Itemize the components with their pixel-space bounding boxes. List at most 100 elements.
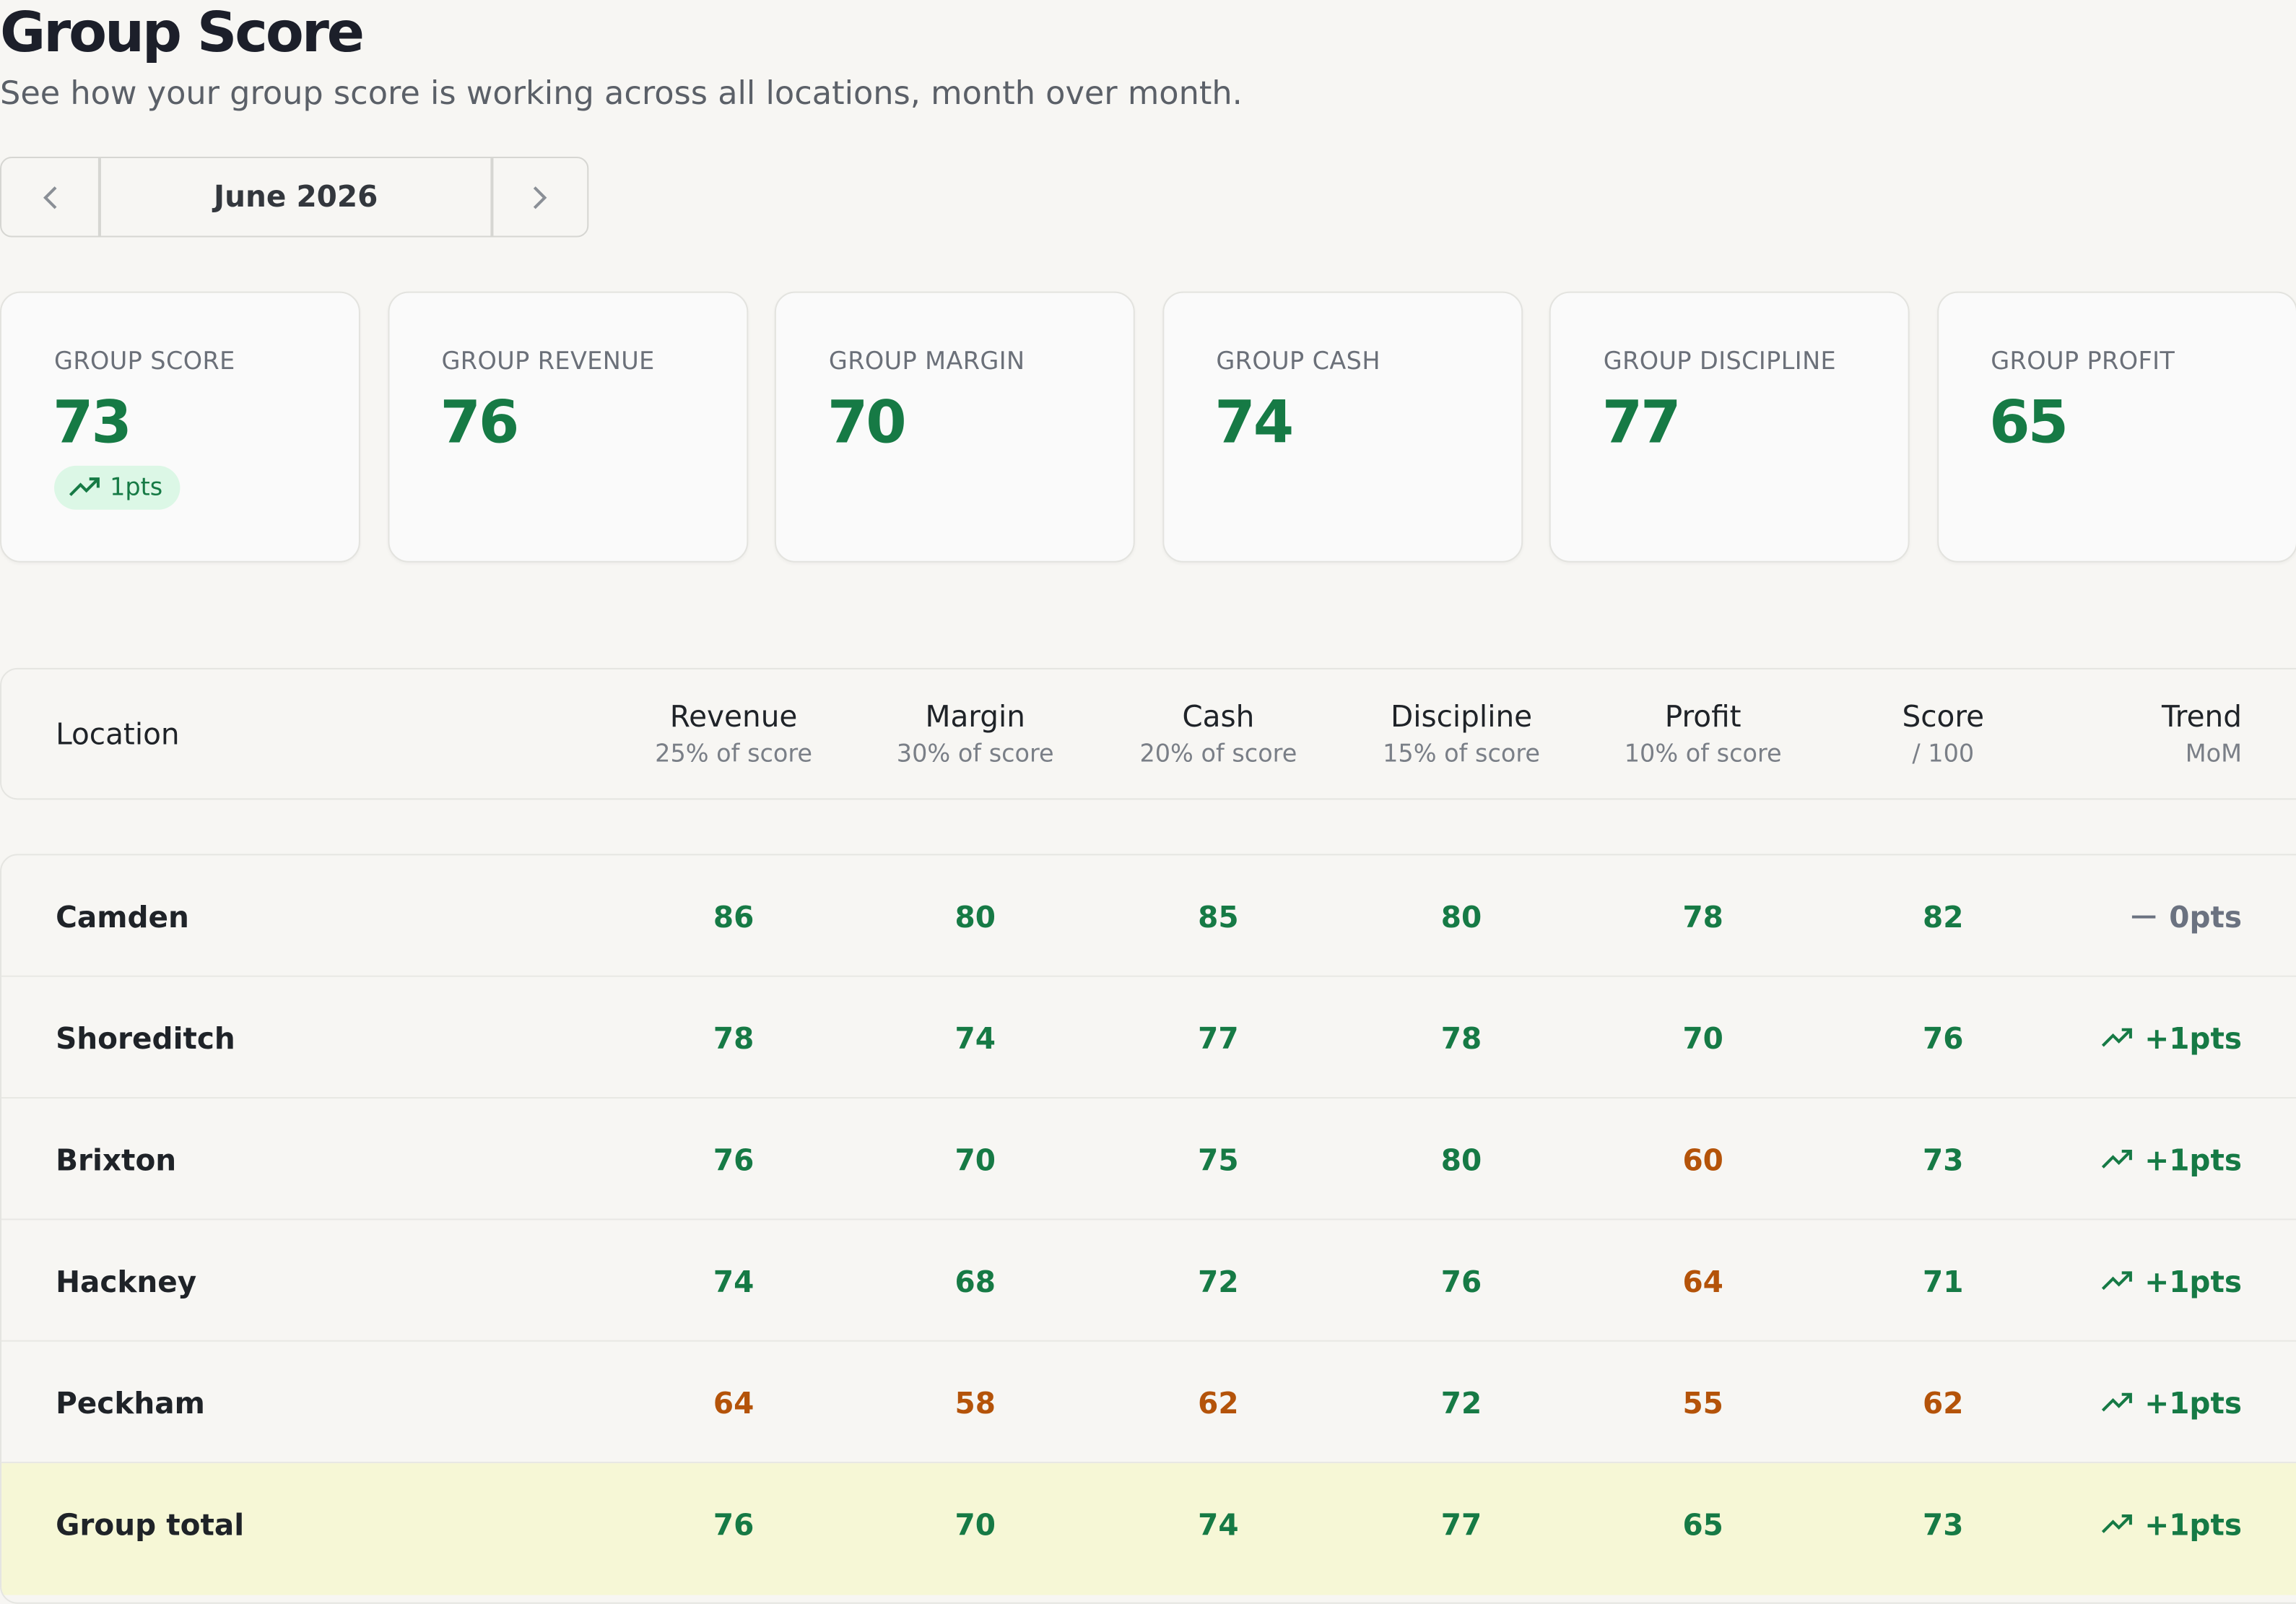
score-cell: 62 xyxy=(1923,1385,1964,1421)
score-cell: 70 xyxy=(955,1507,996,1543)
column-title: Margin xyxy=(925,698,1025,734)
score-card: GROUP SCORE 73 1pts xyxy=(0,291,360,563)
score-cell: 64 xyxy=(713,1385,755,1421)
score-card: GROUP PROFIT 65 xyxy=(1936,291,2296,563)
score-cell: 76 xyxy=(1923,1020,1964,1057)
card-value: 77 xyxy=(1601,389,1682,457)
column-subtitle: 15% of score xyxy=(1383,740,1540,768)
location-name: Brixton xyxy=(56,1142,177,1178)
trend-cell: 0pts xyxy=(2131,899,2242,935)
trend-text: +1pts xyxy=(2144,1142,2243,1178)
score-cell: 77 xyxy=(1440,1507,1482,1543)
score-card: GROUP MARGIN 70 xyxy=(774,291,1135,563)
location-name: Group total xyxy=(56,1507,245,1543)
score-cell: 80 xyxy=(1440,899,1482,935)
score-cell: 60 xyxy=(1682,1142,1723,1178)
prev-button[interactable] xyxy=(37,183,66,213)
card-label: GROUP CASH xyxy=(1216,347,1380,376)
table-row: Hackney 74 68 72 76 64 71 +1pts xyxy=(1,1220,2296,1342)
column-subtitle: 10% of score xyxy=(1624,740,1782,768)
trend-text: +1pts xyxy=(2144,1385,2243,1421)
trend-up-icon xyxy=(2100,1150,2131,1169)
divider xyxy=(490,158,493,236)
column-title: Revenue xyxy=(669,698,798,734)
table-row: Brixton 76 70 75 80 60 73 +1pts xyxy=(1,1098,2296,1221)
column-header: Cash 20% of score xyxy=(1101,698,1335,767)
column-header: Profit 10% of score xyxy=(1586,698,1819,767)
score-cell: 77 xyxy=(1198,1020,1239,1057)
location-name: Hackney xyxy=(56,1264,197,1299)
score-cell: 80 xyxy=(955,899,996,935)
score-card: GROUP DISCIPLINE 77 xyxy=(1549,291,1910,563)
next-button[interactable] xyxy=(524,183,554,213)
table-header: Location Revenue 25% of score Margin 30% of… xyxy=(0,667,2296,800)
score-cell: 68 xyxy=(955,1264,996,1299)
trend-up-icon xyxy=(69,477,100,496)
trend-cell: +1pts xyxy=(2100,1507,2242,1543)
trend-up-icon xyxy=(2100,1028,2131,1047)
column-title: Discipline xyxy=(1390,698,1533,734)
score-cell: 86 xyxy=(713,899,755,935)
score-cell: 64 xyxy=(1682,1264,1723,1299)
location-name: Peckham xyxy=(56,1385,205,1421)
card-label: GROUP DISCIPLINE xyxy=(1603,347,1837,376)
trend-up-icon xyxy=(2100,1514,2131,1533)
column-title: Profit xyxy=(1664,698,1741,734)
month-picker: June 2026 xyxy=(0,157,589,238)
table-row: Peckham 64 58 62 72 55 62 +1pts xyxy=(1,1342,2296,1464)
page-title: Group Score xyxy=(0,0,365,65)
score-cell: 70 xyxy=(955,1142,996,1178)
score-cell: 72 xyxy=(1198,1264,1239,1299)
page-subtitle: See how your group score is working acro… xyxy=(0,76,1243,113)
trend-text: +1pts xyxy=(2144,1264,2243,1299)
column-header: Trend MoM xyxy=(2162,698,2242,767)
score-cell: 85 xyxy=(1198,899,1239,935)
trend-cell: +1pts xyxy=(2100,1143,2242,1178)
column-header: Discipline 15% of score xyxy=(1344,698,1578,767)
score-cell: 80 xyxy=(1440,1142,1482,1178)
column-subtitle: 25% of score xyxy=(655,740,812,768)
score-cell: 74 xyxy=(955,1020,996,1057)
score-card: GROUP REVENUE 76 xyxy=(387,291,748,563)
location-name: Shoreditch xyxy=(56,1020,235,1057)
card-label: GROUP REVENUE xyxy=(441,347,655,376)
card-label: GROUP PROFIT xyxy=(1991,347,2175,376)
score-cell: 78 xyxy=(1440,1020,1482,1057)
trend-cell: +1pts xyxy=(2100,1020,2243,1057)
score-cell: 74 xyxy=(1198,1507,1239,1543)
delta-badge: 1pts xyxy=(54,465,181,510)
column-header: Margin 30% of score xyxy=(858,698,1092,767)
score-cell: 76 xyxy=(1440,1264,1482,1299)
card-value: 76 xyxy=(440,389,519,457)
column-header: Score / 100 xyxy=(1826,698,2060,767)
score-cell: 73 xyxy=(1923,1142,1964,1178)
trend-text: +1pts xyxy=(2144,1020,2243,1057)
score-cell: 62 xyxy=(1198,1385,1239,1421)
column-subtitle: MoM xyxy=(2185,740,2243,768)
location-name: Camden xyxy=(56,899,189,935)
score-cell: 76 xyxy=(713,1507,755,1543)
score-card: GROUP CASH 74 xyxy=(1162,291,1523,563)
trend-flat-icon xyxy=(2132,915,2156,919)
score-cell: 74 xyxy=(713,1264,755,1299)
trend-text: +1pts xyxy=(2144,1507,2243,1543)
trend-up-icon xyxy=(2100,1271,2131,1291)
card-value: 73 xyxy=(53,389,132,457)
score-cell: 70 xyxy=(1682,1020,1723,1057)
trend-cell: +1pts xyxy=(2100,1264,2242,1299)
score-cell: 78 xyxy=(713,1020,755,1057)
score-cell: 58 xyxy=(955,1385,996,1421)
card-value: 74 xyxy=(1214,389,1294,457)
table-row: Camden 86 80 85 80 78 82 0pts xyxy=(1,855,2296,977)
card-label: GROUP MARGIN xyxy=(828,347,1025,376)
column-subtitle: 20% of score xyxy=(1139,740,1297,768)
column-subtitle: / 100 xyxy=(1912,740,1975,768)
location-header: Location xyxy=(56,716,180,752)
card-value: 65 xyxy=(1989,389,2069,457)
total-row: Group total 76 70 74 77 65 73 +1pts xyxy=(1,1463,2296,1595)
table-body: Camden 86 80 85 80 78 82 0pts Shoreditch 78 74 77 78… xyxy=(0,854,2296,1604)
score-cell: 75 xyxy=(1198,1142,1239,1178)
trend-cell: +1pts xyxy=(2100,1386,2242,1421)
